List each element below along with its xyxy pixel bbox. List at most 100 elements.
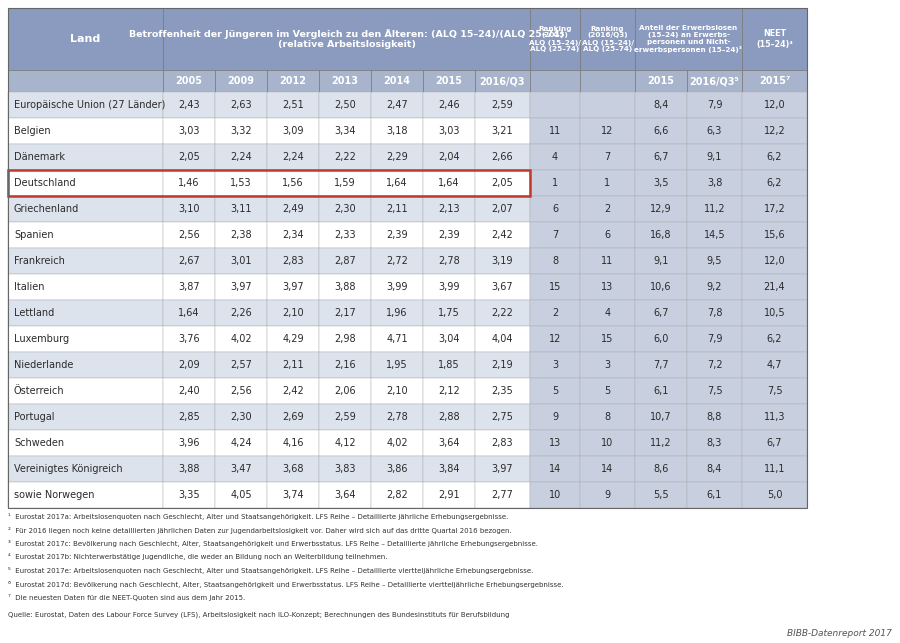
Text: 12,0: 12,0 bbox=[764, 256, 786, 266]
Bar bbox=[371, 248, 423, 274]
Bar bbox=[163, 118, 215, 144]
Bar bbox=[163, 430, 215, 456]
Text: 14: 14 bbox=[601, 464, 614, 474]
Bar bbox=[319, 170, 371, 196]
Bar bbox=[215, 352, 267, 378]
Text: 6,7: 6,7 bbox=[653, 152, 669, 162]
Text: 2005: 2005 bbox=[176, 76, 202, 86]
Bar bbox=[530, 326, 580, 352]
Text: ⁷  Die neuesten Daten für die NEET-Quoten sind aus dem Jahr 2015.: ⁷ Die neuesten Daten für die NEET-Quoten… bbox=[8, 594, 245, 601]
Bar bbox=[163, 170, 215, 196]
Bar bbox=[635, 144, 687, 170]
Bar bbox=[319, 144, 371, 170]
Text: 2,05: 2,05 bbox=[178, 152, 200, 162]
Text: 2015: 2015 bbox=[647, 76, 674, 86]
Bar bbox=[163, 378, 215, 404]
Bar bbox=[319, 326, 371, 352]
Text: 6: 6 bbox=[605, 230, 610, 240]
Bar bbox=[163, 92, 215, 118]
Text: 3,84: 3,84 bbox=[438, 464, 460, 474]
Bar bbox=[8, 70, 163, 92]
Text: 7,9: 7,9 bbox=[706, 100, 722, 110]
Text: ⁵  Eurostat 2017e: Arbeitslosenquoten nach Geschlecht, Alter und Staatsangehörig: ⁵ Eurostat 2017e: Arbeitslosenquoten nac… bbox=[8, 567, 534, 574]
Text: 3,04: 3,04 bbox=[438, 334, 460, 344]
Bar bbox=[215, 144, 267, 170]
Bar bbox=[530, 274, 580, 300]
Text: 11: 11 bbox=[601, 256, 614, 266]
Text: 17,2: 17,2 bbox=[763, 204, 786, 214]
Bar bbox=[371, 92, 423, 118]
Bar bbox=[530, 92, 580, 118]
Text: 2,63: 2,63 bbox=[230, 100, 252, 110]
Bar bbox=[530, 170, 580, 196]
Text: 2,56: 2,56 bbox=[230, 386, 252, 396]
Text: ¹  Eurostat 2017a: Arbeitslosenquoten nach Geschlecht, Alter und Staatsangehörig: ¹ Eurostat 2017a: Arbeitslosenquoten nac… bbox=[8, 513, 508, 520]
Bar bbox=[8, 8, 807, 508]
Bar bbox=[163, 352, 215, 378]
Text: 4,7: 4,7 bbox=[767, 360, 782, 370]
Text: 7,2: 7,2 bbox=[706, 360, 723, 370]
Bar bbox=[215, 326, 267, 352]
Text: 3,87: 3,87 bbox=[178, 282, 200, 292]
Bar bbox=[687, 70, 742, 92]
Bar bbox=[530, 144, 580, 170]
Text: 3,21: 3,21 bbox=[491, 126, 513, 136]
Bar bbox=[319, 456, 371, 482]
Text: 2,49: 2,49 bbox=[283, 204, 304, 214]
Bar bbox=[742, 8, 807, 70]
Bar bbox=[267, 170, 319, 196]
Text: sowie Norwegen: sowie Norwegen bbox=[14, 490, 94, 500]
Text: 2014: 2014 bbox=[383, 76, 410, 86]
Text: Portugal: Portugal bbox=[14, 412, 55, 422]
Text: 2: 2 bbox=[552, 308, 558, 318]
Bar bbox=[371, 378, 423, 404]
Bar bbox=[423, 326, 475, 352]
Text: 2,17: 2,17 bbox=[334, 308, 356, 318]
Text: 2,46: 2,46 bbox=[438, 100, 460, 110]
Text: 11,2: 11,2 bbox=[704, 204, 725, 214]
Bar bbox=[319, 378, 371, 404]
Text: Lettland: Lettland bbox=[14, 308, 54, 318]
Text: 3,88: 3,88 bbox=[334, 282, 356, 292]
Bar bbox=[423, 92, 475, 118]
Bar bbox=[423, 70, 475, 92]
Bar bbox=[215, 222, 267, 248]
Text: 3,10: 3,10 bbox=[178, 204, 200, 214]
Bar bbox=[8, 430, 163, 456]
Bar bbox=[8, 92, 163, 118]
Bar bbox=[580, 170, 635, 196]
Bar bbox=[530, 456, 580, 482]
Text: 1,85: 1,85 bbox=[438, 360, 460, 370]
Text: 3,64: 3,64 bbox=[438, 438, 460, 448]
Bar bbox=[530, 222, 580, 248]
Bar bbox=[742, 430, 807, 456]
Bar bbox=[635, 92, 687, 118]
Bar bbox=[687, 378, 742, 404]
Bar bbox=[267, 118, 319, 144]
Bar bbox=[163, 482, 215, 508]
Bar bbox=[635, 118, 687, 144]
Bar bbox=[163, 248, 215, 274]
Bar bbox=[530, 404, 580, 430]
Bar bbox=[423, 222, 475, 248]
Text: 6,2: 6,2 bbox=[767, 334, 782, 344]
Text: 2,38: 2,38 bbox=[230, 230, 252, 240]
Text: 14: 14 bbox=[549, 464, 561, 474]
Bar bbox=[423, 404, 475, 430]
Text: 2,39: 2,39 bbox=[438, 230, 460, 240]
Text: Anteil der Erwerbslosen
(15–24) an Erwerbs-
personen und Nicht-
erwerbspersonen : Anteil der Erwerbslosen (15–24) an Erwer… bbox=[634, 25, 742, 53]
Bar bbox=[163, 196, 215, 222]
Bar bbox=[423, 456, 475, 482]
Bar bbox=[580, 352, 635, 378]
Text: ⁶  Eurostat 2017d: Bevölkerung nach Geschlecht, Alter, Staatsangehörigkeit und E: ⁶ Eurostat 2017d: Bevölkerung nach Gesch… bbox=[8, 581, 563, 588]
Text: 2,42: 2,42 bbox=[282, 386, 304, 396]
Text: 7,9: 7,9 bbox=[706, 334, 722, 344]
Text: 9,2: 9,2 bbox=[706, 282, 722, 292]
Bar bbox=[635, 482, 687, 508]
Text: 2016/Q3⁵: 2016/Q3⁵ bbox=[689, 76, 740, 86]
Bar bbox=[742, 70, 807, 92]
Text: 4,16: 4,16 bbox=[283, 438, 304, 448]
Text: 2,06: 2,06 bbox=[334, 386, 356, 396]
Bar bbox=[475, 326, 530, 352]
Bar bbox=[687, 404, 742, 430]
